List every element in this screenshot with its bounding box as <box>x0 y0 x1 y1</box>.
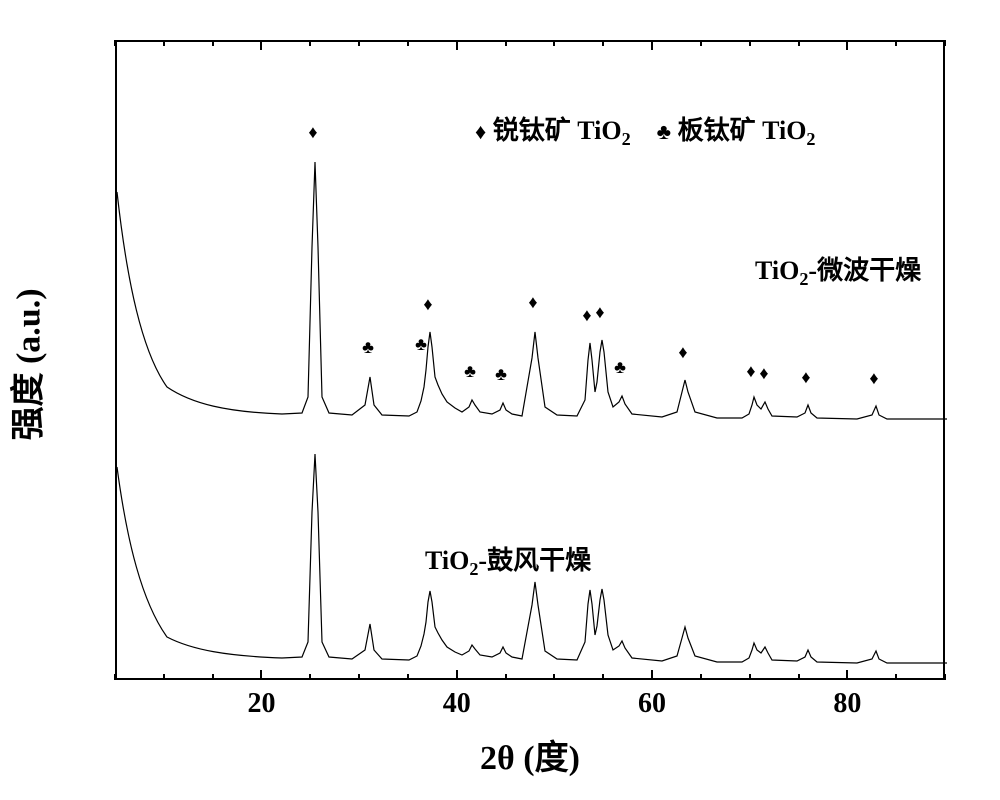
x-tick <box>505 674 507 680</box>
x-tick <box>358 674 360 680</box>
legend-row: ♦ 锐钛矿 TiO2 ♣ 板钛矿 TiO2 <box>475 110 816 150</box>
x-tick <box>114 674 116 680</box>
xrd-chart: 强度 (a.u.) 2θ (度) 20 40 60 80 ♦ ♣ ♣ ♦ ♣ ♣ ♦ ♦ ♦ ♣ ♦ ♦ ♦ ♦… <box>0 0 1000 800</box>
x-axis-label: 2θ (度) <box>450 730 610 779</box>
anatase-marker: ♦ <box>419 294 437 315</box>
anatase-marker: ♦ <box>797 367 815 388</box>
anatase-marker: ♦ <box>304 122 322 143</box>
x-tick <box>602 674 604 680</box>
x-tick <box>309 40 311 46</box>
x-tick <box>749 40 751 46</box>
brookite-marker: ♣ <box>611 357 629 378</box>
brookite-marker: ♣ <box>492 364 510 385</box>
x-tick <box>749 674 751 680</box>
anatase-marker: ♦ <box>524 292 542 313</box>
x-tick <box>407 674 409 680</box>
anatase-marker: ♦ <box>591 302 609 323</box>
x-tick <box>260 40 262 50</box>
x-tick <box>309 674 311 680</box>
series-label-microwave: TiO2-微波干燥 <box>755 250 921 290</box>
x-tick <box>700 40 702 46</box>
x-tick <box>700 674 702 680</box>
x-tick <box>407 40 409 46</box>
x-tick <box>114 40 116 46</box>
x-tick <box>846 670 848 680</box>
x-tick <box>163 40 165 46</box>
x-tick <box>846 40 848 50</box>
x-tick <box>651 670 653 680</box>
x-tick <box>553 674 555 680</box>
x-tick-label: 80 <box>822 688 872 720</box>
x-tick <box>798 674 800 680</box>
x-tick <box>944 674 946 680</box>
anatase-marker: ♦ <box>865 368 883 389</box>
x-tick <box>212 674 214 680</box>
brookite-marker: ♣ <box>359 337 377 358</box>
x-tick <box>505 40 507 46</box>
x-tick <box>163 674 165 680</box>
x-tick <box>212 40 214 46</box>
x-tick-label: 60 <box>627 688 677 720</box>
x-tick <box>895 674 897 680</box>
x-tick <box>798 40 800 46</box>
x-tick <box>553 40 555 46</box>
x-tick <box>651 40 653 50</box>
x-tick <box>456 670 458 680</box>
anatase-marker: ♦ <box>674 342 692 363</box>
x-tick <box>602 40 604 46</box>
x-tick <box>456 40 458 50</box>
x-tick <box>944 40 946 46</box>
x-tick-label: 40 <box>432 688 482 720</box>
brookite-marker: ♣ <box>412 334 430 355</box>
brookite-marker: ♣ <box>461 361 479 382</box>
series-microwave <box>117 162 947 419</box>
x-tick <box>260 670 262 680</box>
anatase-marker: ♦ <box>755 363 773 384</box>
y-axis-label: 强度 (a.u.) <box>1 285 50 445</box>
series-label-blast: TiO2-鼓风干燥 <box>425 540 591 580</box>
x-tick <box>358 40 360 46</box>
x-tick <box>895 40 897 46</box>
x-tick-label: 20 <box>236 688 286 720</box>
